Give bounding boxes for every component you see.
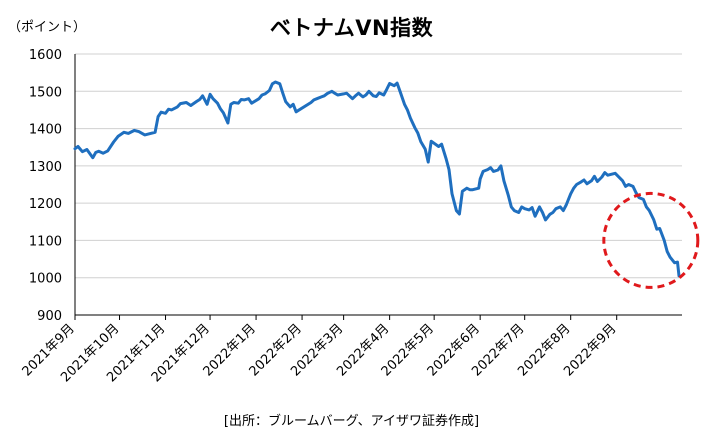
y-unit-label: （ポイント）: [8, 20, 87, 35]
y-tick-label: 1600: [29, 48, 62, 63]
y-tick-label: 900: [37, 309, 62, 324]
chart-title: ベトナムVN指数: [269, 16, 434, 40]
y-tick-label: 1500: [29, 85, 62, 100]
source-note: [出所：ブルームバーグ、アイザワ証券作成]: [223, 414, 480, 429]
y-tick-label: 1000: [29, 272, 62, 287]
y-tick-label: 1300: [29, 160, 62, 175]
series-line: [73, 80, 681, 278]
y-tick-label: 1400: [29, 123, 62, 138]
y-tick-label: 1200: [29, 197, 62, 212]
y-tick-label: 1100: [29, 234, 62, 249]
annotation-circle: [602, 191, 700, 289]
